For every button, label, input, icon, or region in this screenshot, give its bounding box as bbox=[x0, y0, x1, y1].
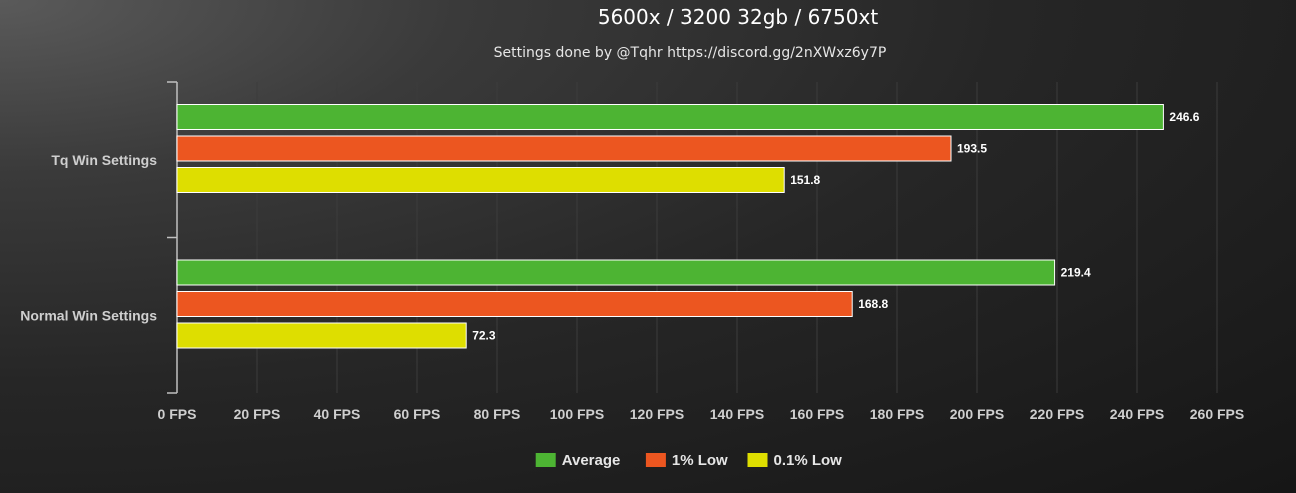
legend-swatch bbox=[645, 453, 666, 467]
legend-label: 0.1% Low bbox=[774, 452, 843, 469]
x-tick-label: 160 FPS bbox=[790, 406, 844, 422]
data-label: 193.5 bbox=[957, 142, 987, 156]
data-label: 72.3 bbox=[472, 329, 496, 343]
bar[interactable] bbox=[176, 167, 785, 193]
bar[interactable] bbox=[176, 135, 952, 162]
bar[interactable] bbox=[176, 259, 1056, 286]
legend-label: 1% Low bbox=[672, 452, 728, 469]
x-tick-label: 20 FPS bbox=[234, 406, 281, 422]
x-tick-label: 80 FPS bbox=[474, 406, 521, 422]
data-label: 219.4 bbox=[1061, 266, 1091, 280]
legend[interactable]: Average 1% Low 0.1% Low bbox=[535, 452, 843, 469]
x-tick-label: 260 FPS bbox=[1190, 406, 1244, 422]
x-tick-label: 0 FPS bbox=[158, 406, 197, 422]
legend-label: Average bbox=[562, 452, 621, 469]
x-tick-label: 40 FPS bbox=[314, 406, 361, 422]
legend-item[interactable]: Average bbox=[535, 452, 621, 469]
data-label: 246.6 bbox=[1169, 110, 1199, 124]
x-tick-label: 200 FPS bbox=[950, 406, 1004, 422]
chart-title: 5600x / 3200 32gb / 6750xt bbox=[598, 5, 878, 29]
legend-swatch bbox=[747, 453, 768, 467]
x-tick-label: 180 FPS bbox=[870, 406, 924, 422]
grid-lines bbox=[256, 82, 1218, 393]
x-tick-label: 60 FPS bbox=[394, 406, 441, 422]
x-tick-label: 240 FPS bbox=[1110, 406, 1164, 422]
category-label: Normal Win Settings bbox=[20, 307, 157, 323]
data-label: 151.8 bbox=[790, 173, 820, 187]
bars: 246.6 193.5 151.8 219.4 168.8 72.3 bbox=[176, 104, 1200, 349]
x-tick-label: 220 FPS bbox=[1030, 406, 1084, 422]
legend-item[interactable]: 1% Low bbox=[645, 452, 728, 469]
bar[interactable] bbox=[176, 291, 853, 317]
x-tick-label: 140 FPS bbox=[710, 406, 764, 422]
data-label: 168.8 bbox=[858, 297, 888, 311]
bar[interactable] bbox=[176, 104, 1164, 130]
legend-swatch bbox=[535, 453, 556, 467]
axes: 0 FPS 20 FPS 40 FPS 60 FPS 80 FPS 100 FPS 120 … bbox=[20, 81, 1244, 422]
chart-subtitle: Settings done by @Tqhr https://discord.g… bbox=[494, 45, 887, 61]
category-label: Tq Win Settings bbox=[51, 152, 157, 168]
x-tick-label: 100 FPS bbox=[550, 406, 604, 422]
x-tick-label: 120 FPS bbox=[630, 406, 684, 422]
bar[interactable] bbox=[176, 322, 467, 349]
legend-item[interactable]: 0.1% Low bbox=[747, 452, 843, 469]
